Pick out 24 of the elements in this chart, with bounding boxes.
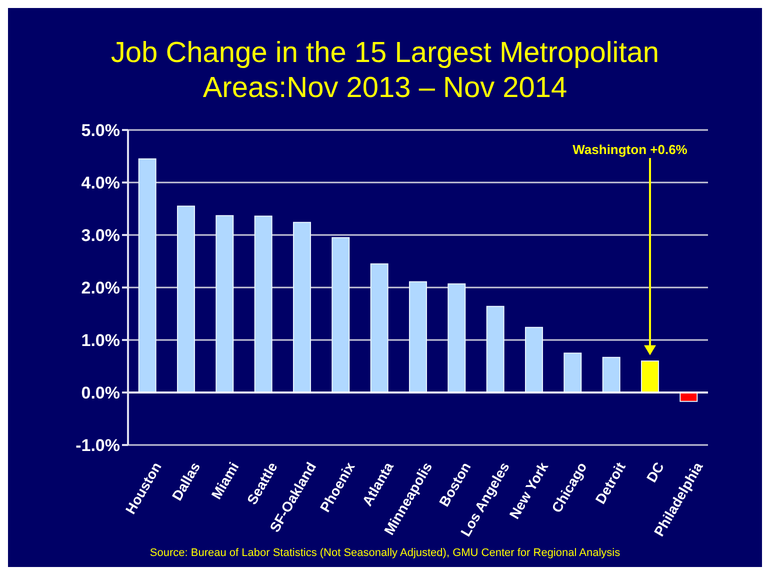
bar (292, 222, 311, 393)
bar (176, 206, 195, 393)
chart-title: Job Change in the 15 Largest Metropolitan Areas:Nov 2013 – Nov 2014 (110, 36, 660, 106)
y-tick-label: 5.0% (81, 121, 120, 140)
y-tick-label: 4.0% (81, 174, 120, 193)
y-tick-label: 1.0% (81, 331, 120, 350)
bar (370, 263, 388, 393)
bar (332, 237, 350, 393)
bar (408, 281, 427, 393)
bar (448, 283, 466, 393)
y-tick-label: 2.0% (81, 278, 120, 298)
bar (216, 215, 234, 393)
bar (254, 216, 272, 393)
annotation: Washington +0.6% (572, 142, 688, 157)
bar (524, 326, 543, 393)
bar (486, 306, 504, 393)
y-tick-label: 3.0% (81, 226, 120, 246)
y-tick-label: 0.0% (81, 384, 120, 403)
bar (564, 352, 582, 393)
bar (138, 158, 156, 393)
bar (640, 360, 659, 393)
y-tick-label: -1.0% (76, 436, 120, 456)
source-note: Source: Bureau of Labor Statistics (Not Seasonally Adjusted), GMU Center for Regional Analysis (148, 547, 622, 559)
bar (602, 356, 620, 393)
